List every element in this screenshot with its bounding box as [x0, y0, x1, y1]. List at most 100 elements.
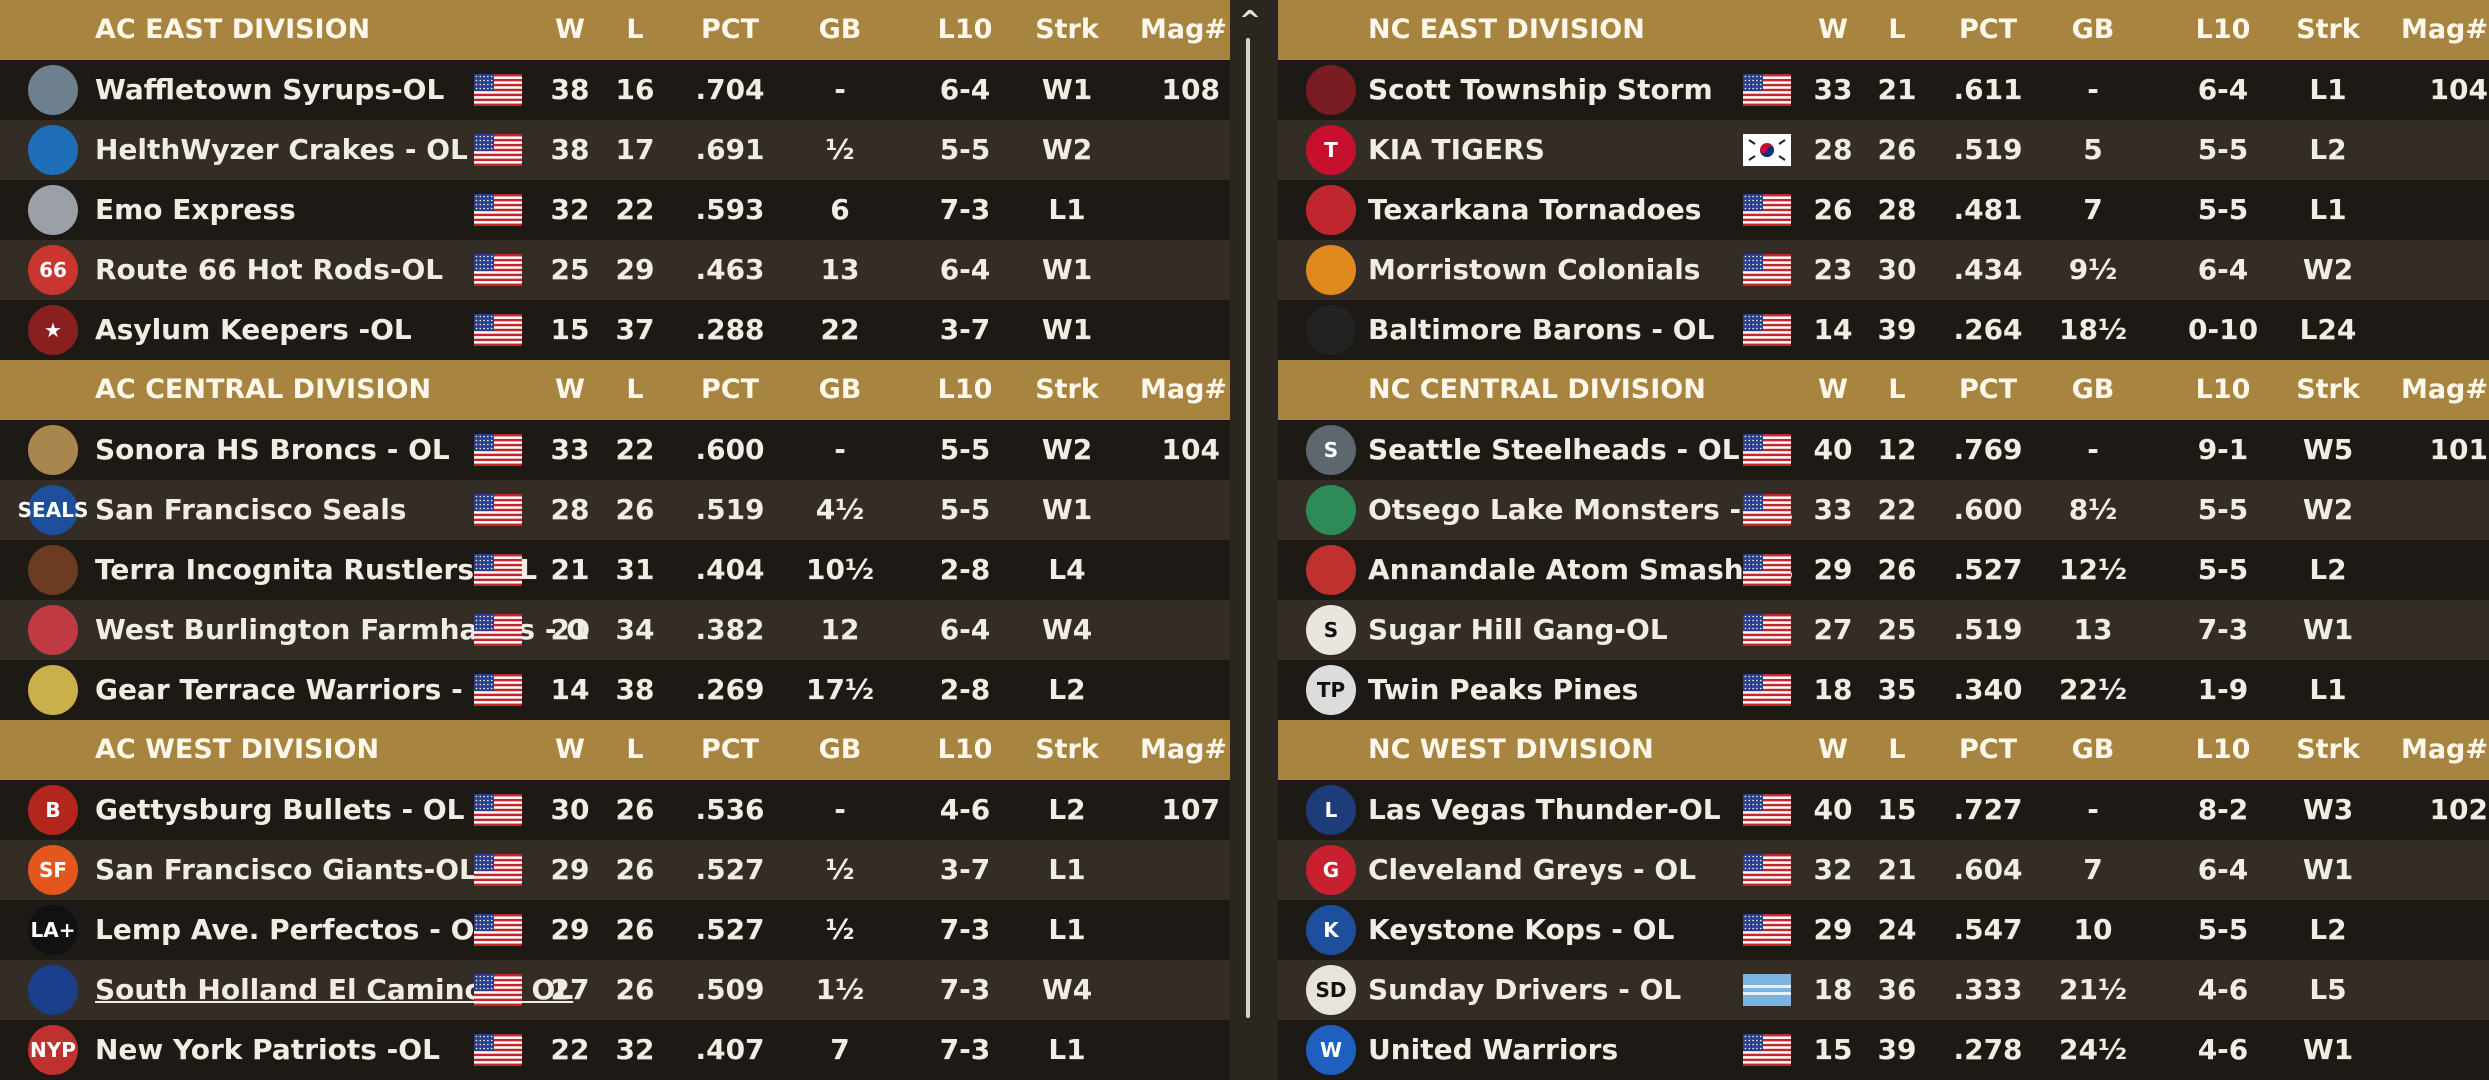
team-row[interactable]: S Sugar Hill Gang-OL 27 25 .519 13 7-3 W1: [1278, 600, 2489, 660]
column-header-mag[interactable]: Mag#: [2400, 374, 2488, 405]
team-name[interactable]: Gettysburg Bullets - OL: [95, 793, 465, 826]
team-name[interactable]: New York Patriots -OL: [95, 1033, 440, 1066]
column-header-pct[interactable]: PCT: [700, 734, 760, 765]
team-row[interactable]: Texarkana Tornadoes 26 28 .481 7 5-5 L1: [1278, 180, 2489, 240]
column-header-l[interactable]: L: [626, 14, 644, 45]
column-header-mag[interactable]: Mag#: [1140, 734, 1228, 765]
column-header-w[interactable]: W: [555, 734, 585, 765]
team-row[interactable]: Waffletown Syrups-OL 38 16 .704 - 6-4 W1 108: [0, 60, 1230, 120]
team-name[interactable]: Route 66 Hot Rods-OL: [95, 253, 444, 286]
column-header-l[interactable]: L: [626, 374, 644, 405]
column-header-gb[interactable]: GB: [818, 734, 862, 765]
team-row[interactable]: TP Twin Peaks Pines 18 35 .340 22½ 1-9 L1: [1278, 660, 2489, 720]
team-row[interactable]: West Burlington Farmhands - O 21 34.382 12 6…: [0, 600, 1230, 660]
column-header-pct[interactable]: PCT: [1958, 374, 2018, 405]
column-header-l10[interactable]: L10: [937, 14, 993, 45]
column-header-w[interactable]: W: [555, 374, 585, 405]
division-title[interactable]: AC WEST DIVISION: [95, 734, 380, 765]
column-header-l10[interactable]: L10: [2195, 734, 2251, 765]
team-row[interactable]: SF San Francisco Giants-OL 29 26 .527 ½ 3-7 L1: [0, 840, 1230, 900]
team-row[interactable]: 66 Route 66 Hot Rods-OL 25 29 .463 13 6-4 W1: [0, 240, 1230, 300]
column-header-mag[interactable]: Mag#: [2400, 14, 2488, 45]
team-name[interactable]: Emo Express: [95, 193, 296, 226]
scrollbar-track[interactable]: [1246, 38, 1250, 1018]
team-row[interactable]: Sonora HS Broncs - OL 33 22 .600 - 5-5 W2 104: [0, 420, 1230, 480]
team-row[interactable]: SD Sunday Drivers - OL 18 36 .333 21½ 4-6 L5: [1278, 960, 2489, 1020]
team-row[interactable]: Scott Township Storm 33 21 .611 - 6-4 L1 104: [1278, 60, 2489, 120]
team-name[interactable]: Scott Township Storm: [1368, 73, 1713, 106]
column-header-pct[interactable]: PCT: [700, 14, 760, 45]
column-header-l[interactable]: L: [1888, 734, 1906, 765]
column-header-strk[interactable]: Strk: [2296, 374, 2360, 405]
team-name[interactable]: Asylum Keepers -OL: [95, 313, 412, 346]
team-row[interactable]: Terra Incognita Rustlers -OL 21 31 .404 10½ 2…: [0, 540, 1230, 600]
column-header-l10[interactable]: L10: [2195, 374, 2251, 405]
column-header-w[interactable]: W: [1818, 14, 1848, 45]
column-header-gb[interactable]: GB: [818, 374, 862, 405]
team-row[interactable]: W United Warriors 15 39 .278 24½ 4-6 W1: [1278, 1020, 2489, 1080]
team-name[interactable]: Sunday Drivers - OL: [1368, 973, 1682, 1006]
team-name[interactable]: Sonora HS Broncs - OL: [95, 433, 450, 466]
team-row[interactable]: Morristown Colonials 23 30 .434 9½ 6-4 W2: [1278, 240, 2489, 300]
team-row[interactable]: L Las Vegas Thunder-OL 40 15 .727 - 8-2 W3 102: [1278, 780, 2489, 840]
column-header-gb[interactable]: GB: [818, 14, 862, 45]
team-row[interactable]: Gear Terrace Warriors - OL 14 38 .269 17½ 2-8…: [0, 660, 1230, 720]
team-name[interactable]: Keystone Kops - OL: [1368, 913, 1675, 946]
team-name[interactable]: Cleveland Greys - OL: [1368, 853, 1697, 886]
team-name[interactable]: HelthWyzer Crakes - OL: [95, 133, 468, 166]
column-header-w[interactable]: W: [1818, 734, 1848, 765]
column-header-l10[interactable]: L10: [937, 734, 993, 765]
column-header-strk[interactable]: Strk: [1035, 374, 1099, 405]
column-header-mag[interactable]: Mag#: [1140, 14, 1228, 45]
team-row[interactable]: T KIA TIGERS 28 26 .519 5 5-5 L2: [1278, 120, 2489, 180]
team-name[interactable]: Seattle Steelheads - OL: [1368, 433, 1740, 466]
column-header-l[interactable]: L: [1888, 374, 1906, 405]
column-header-strk[interactable]: Strk: [2296, 14, 2360, 45]
column-header-gb[interactable]: GB: [2071, 374, 2115, 405]
column-header-l[interactable]: L: [1888, 14, 1906, 45]
column-header-l10[interactable]: L10: [2195, 14, 2251, 45]
division-title[interactable]: AC EAST DIVISION: [95, 14, 371, 45]
team-name[interactable]: Annandale Atom Smashers: [1368, 553, 1794, 586]
team-row[interactable]: K Keystone Kops - OL 29 24 .547 10 5-5 L2: [1278, 900, 2489, 960]
team-name[interactable]: Gear Terrace Warriors - OL: [95, 673, 515, 706]
column-header-l10[interactable]: L10: [937, 374, 993, 405]
column-header-mag[interactable]: Mag#: [1140, 374, 1228, 405]
team-row[interactable]: Annandale Atom Smashers 29 26 .527 12½ 5-5 L2: [1278, 540, 2489, 600]
team-row[interactable]: Otsego Lake Monsters - OL 33 22 .600 8½ 5-5 W2: [1278, 480, 2489, 540]
team-name[interactable]: Lemp Ave. Perfectos - OL: [95, 913, 493, 946]
column-header-l[interactable]: L: [626, 734, 644, 765]
column-header-gb[interactable]: GB: [2071, 734, 2115, 765]
team-name[interactable]: San Francisco Seals: [95, 493, 407, 526]
team-row[interactable]: G Cleveland Greys - OL 32 21 .604 7 6-4 W1: [1278, 840, 2489, 900]
column-header-w[interactable]: W: [1818, 374, 1848, 405]
division-title[interactable]: NC EAST DIVISION: [1368, 14, 1645, 45]
team-name[interactable]: Morristown Colonials: [1368, 253, 1701, 286]
column-header-strk[interactable]: Strk: [1035, 14, 1099, 45]
chevron-up-icon[interactable]: ^: [1239, 6, 1261, 36]
team-row[interactable]: S Seattle Steelheads - OL 40 12 .769 - 9-1 W5 10…: [1278, 420, 2489, 480]
team-row[interactable]: NYP New York Patriots -OL 22 32 .407 7 7-3 L1: [0, 1020, 1230, 1080]
column-header-gb[interactable]: GB: [2071, 14, 2115, 45]
team-name[interactable]: KIA TIGERS: [1368, 133, 1545, 166]
team-name[interactable]: Las Vegas Thunder-OL: [1368, 793, 1721, 826]
team-row[interactable]: South Holland El Caminos - OL 27 26.509 1½ 7…: [0, 960, 1230, 1020]
team-name[interactable]: Baltimore Barons - OL: [1368, 313, 1715, 346]
team-name[interactable]: Texarkana Tornadoes: [1368, 193, 1702, 226]
team-row[interactable]: B Gettysburg Bullets - OL 30 26 .536 - 4-6 L2 10…: [0, 780, 1230, 840]
team-name[interactable]: San Francisco Giants-OL: [95, 853, 477, 886]
team-name[interactable]: Sugar Hill Gang-OL: [1368, 613, 1668, 646]
division-title[interactable]: NC WEST DIVISION: [1368, 734, 1654, 765]
team-name[interactable]: United Warriors: [1368, 1033, 1619, 1066]
division-title[interactable]: NC CENTRAL DIVISION: [1368, 374, 1706, 405]
column-header-pct[interactable]: PCT: [1958, 14, 2018, 45]
division-title[interactable]: AC CENTRAL DIVISION: [95, 374, 432, 405]
team-name[interactable]: Otsego Lake Monsters - OL: [1368, 493, 1793, 526]
team-name[interactable]: Twin Peaks Pines: [1368, 673, 1639, 706]
team-row[interactable]: LA+ Lemp Ave. Perfectos - OL 29 26 .527 ½ 7-3 L…: [0, 900, 1230, 960]
team-row[interactable]: HelthWyzer Crakes - OL 38 17 .691 ½ 5-5 W2: [0, 120, 1230, 180]
column-header-w[interactable]: W: [555, 14, 585, 45]
column-header-pct[interactable]: PCT: [700, 374, 760, 405]
team-row[interactable]: ★ Asylum Keepers -OL 15 37 .288 22 3-7 W1: [0, 300, 1230, 360]
team-row[interactable]: Emo Express 32 22 .593 6 7-3 L1: [0, 180, 1230, 240]
